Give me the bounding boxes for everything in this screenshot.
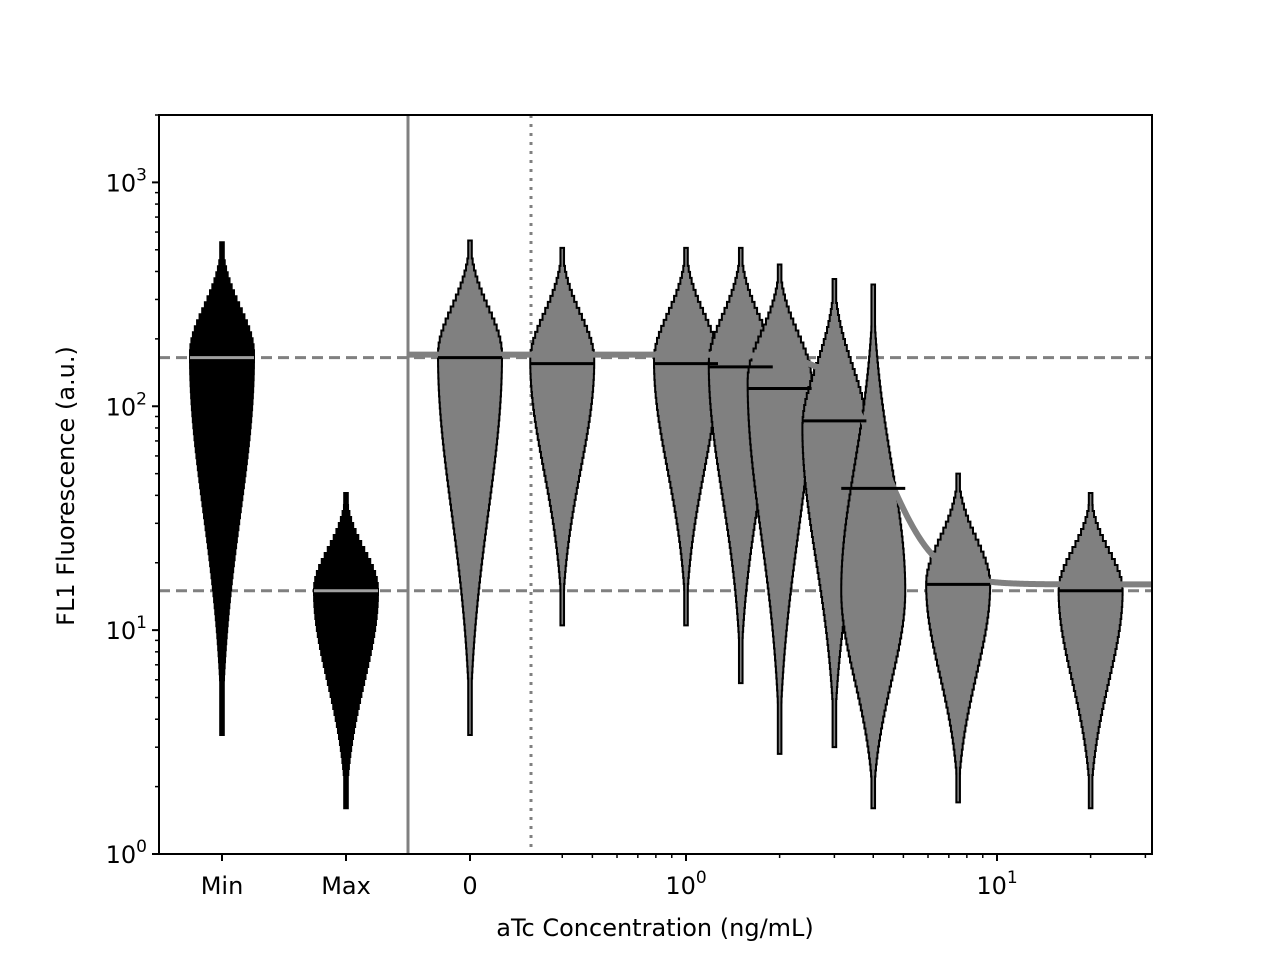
plot-frame <box>158 114 1153 855</box>
model-fit-line <box>408 351 1152 588</box>
x-tick-label: 0 <box>462 872 477 900</box>
y-tick-label: 101 <box>106 613 147 645</box>
y-tick-label: 102 <box>106 389 147 421</box>
x-axis-label: aTc Concentration (ng/mL) <box>496 914 814 942</box>
control-violin-max <box>313 491 379 810</box>
sample-violin-8 <box>1057 491 1124 810</box>
violins <box>189 239 1124 810</box>
sample-violin-0 <box>437 239 503 737</box>
reference-lines <box>159 115 1152 854</box>
sample-violin-1 <box>529 246 596 627</box>
control-violin-min <box>189 241 255 737</box>
y-tick-label: 100 <box>106 837 147 869</box>
sample-violin-2 <box>653 246 719 627</box>
x-tick-label: Min <box>201 872 244 900</box>
x-tick-label: 101 <box>976 868 1017 900</box>
y-axis-label: FL1 Fluorescence (a.u.) <box>52 346 80 626</box>
x-tick-label: 100 <box>665 868 706 900</box>
axes: 100 101 102 103 Min Max 0 100 101 <box>106 114 1153 900</box>
medians <box>190 356 1123 593</box>
sample-violin-6 <box>840 283 907 810</box>
x-tick-label: Max <box>321 872 371 900</box>
sample-violin-7 <box>925 472 992 804</box>
y-tick-label: 103 <box>106 165 147 197</box>
model-curve <box>408 351 1152 588</box>
